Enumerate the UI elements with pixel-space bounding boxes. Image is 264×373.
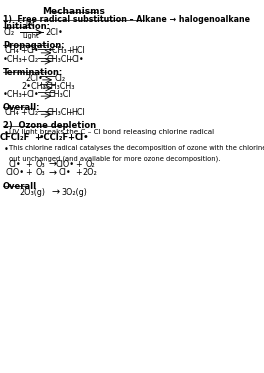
Text: Overall: Overall xyxy=(3,182,37,191)
Text: 2Cl•: 2Cl• xyxy=(25,73,43,82)
Text: +: + xyxy=(21,90,27,99)
Text: 3O₂(g): 3O₂(g) xyxy=(61,188,87,197)
Text: O₃: O₃ xyxy=(35,168,45,177)
Text: •: • xyxy=(4,145,9,154)
Text: +: + xyxy=(68,133,74,142)
Text: CH₃CH₃: CH₃CH₃ xyxy=(45,82,75,91)
Text: Cl•: Cl• xyxy=(26,90,39,99)
Text: •: • xyxy=(4,129,9,138)
Text: Termination:: Termination: xyxy=(3,68,63,77)
Text: Cl₂: Cl₂ xyxy=(27,108,38,117)
Text: +: + xyxy=(25,168,31,177)
Text: •CH₃: •CH₃ xyxy=(2,90,22,99)
Text: 1)  Free radical substitution – Alkane → halogenoalkane: 1) Free radical substitution – Alkane → … xyxy=(3,15,250,24)
Text: •CH₃: •CH₃ xyxy=(48,47,68,56)
Text: O₂: O₂ xyxy=(85,160,95,169)
Text: Cl•: Cl• xyxy=(59,168,72,177)
Text: 2O₂: 2O₂ xyxy=(83,168,97,177)
Text: 2Cl•: 2Cl• xyxy=(45,28,63,37)
Text: O₃: O₃ xyxy=(35,160,45,169)
Text: •CCl₂F: •CCl₂F xyxy=(39,133,69,142)
Text: This chlorine radical catalyses the decomposition of ozone with the chlorine rad: This chlorine radical catalyses the deco… xyxy=(9,145,264,151)
Text: Overall:: Overall: xyxy=(3,103,40,112)
Text: HCl: HCl xyxy=(71,108,85,117)
Text: 2O₃(g): 2O₃(g) xyxy=(20,188,46,197)
Text: 2)  Ozone depletion: 2) Ozone depletion xyxy=(3,121,96,130)
Text: Propagation:: Propagation: xyxy=(3,41,64,50)
Text: Cl₂: Cl₂ xyxy=(27,55,38,64)
Text: HCl: HCl xyxy=(71,47,85,56)
Text: +: + xyxy=(75,160,82,169)
Text: 2•CH₃: 2•CH₃ xyxy=(22,82,46,91)
Text: +: + xyxy=(21,47,27,56)
Text: CH₃Cl: CH₃Cl xyxy=(47,108,69,117)
Text: Cl•: Cl• xyxy=(72,55,85,64)
Text: Cl•: Cl• xyxy=(75,133,89,142)
Text: Light: Light xyxy=(22,33,39,39)
Text: +: + xyxy=(21,108,27,117)
Text: CH₃Cl: CH₃Cl xyxy=(49,90,72,99)
Text: +: + xyxy=(75,168,82,177)
Text: +: + xyxy=(21,55,27,64)
Text: →: → xyxy=(51,187,59,197)
Text: →: → xyxy=(48,168,56,178)
Text: out unchanged (and available for more ozone decomposition).: out unchanged (and available for more oz… xyxy=(9,155,221,162)
Text: →: → xyxy=(48,159,56,169)
Text: Cl₂: Cl₂ xyxy=(4,28,15,37)
Text: UV: UV xyxy=(26,21,35,27)
Text: CH₄: CH₄ xyxy=(5,47,20,56)
Text: •CH₃: •CH₃ xyxy=(2,55,22,64)
Text: +: + xyxy=(66,47,73,56)
Text: CH₄: CH₄ xyxy=(5,108,20,117)
Text: CFCl₂F: CFCl₂F xyxy=(0,133,30,142)
Text: Cl•: Cl• xyxy=(26,47,39,56)
Text: +: + xyxy=(34,133,41,142)
Text: ClO•: ClO• xyxy=(56,160,75,169)
Text: Cl•: Cl• xyxy=(9,160,22,169)
Text: CH₃Cl: CH₃Cl xyxy=(47,55,69,64)
Text: Initiation:: Initiation: xyxy=(3,22,50,31)
Text: Cl₂: Cl₂ xyxy=(55,73,66,82)
Text: +: + xyxy=(66,108,73,117)
Text: +: + xyxy=(66,55,73,64)
Text: ClO•: ClO• xyxy=(6,168,25,177)
Text: +: + xyxy=(25,160,31,169)
Text: UV light breaks the C – Cl bond releasing chlorine radical: UV light breaks the C – Cl bond releasin… xyxy=(9,129,214,135)
Text: Mechanisms: Mechanisms xyxy=(43,7,105,16)
